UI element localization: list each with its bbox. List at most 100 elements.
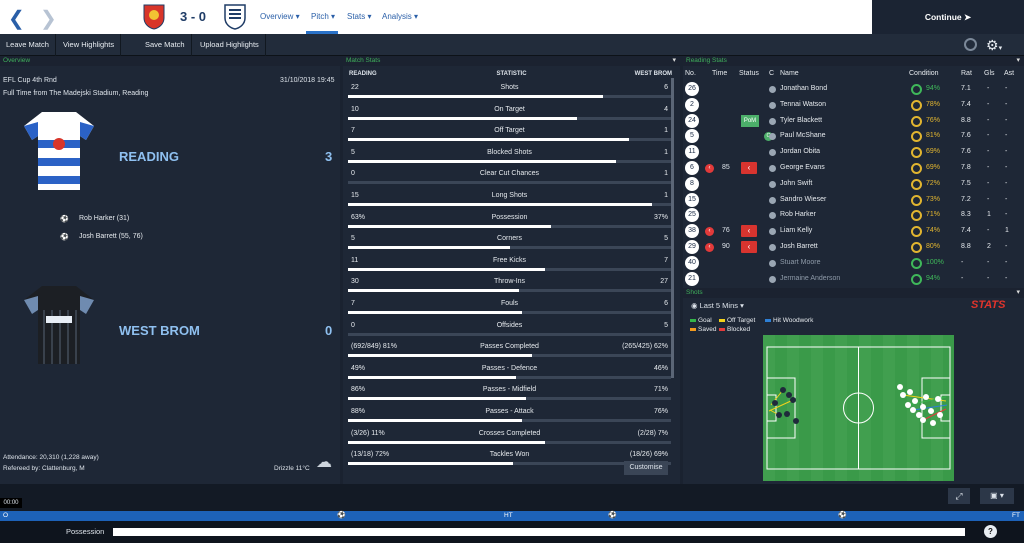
help-icon[interactable]: ? [984,525,997,538]
player-row[interactable]: 38 ‹ 76 ‹ Liam Kelly 74% 7.4 - 1 [683,224,1024,240]
player-row[interactable]: 21 Jermaine Anderson 94% - - - [683,271,1024,288]
player-row[interactable]: 2 Tennai Watson 78% 7.4 - - [683,97,1024,114]
away-crest-icon[interactable] [224,4,246,30]
upload-highlights-button[interactable]: Upload Highlights [194,34,266,56]
legend-blocked: Blocked [719,326,750,333]
player-name[interactable]: Jermaine Anderson [780,274,841,282]
away-kit-icon [24,286,94,364]
player-info-icon[interactable] [769,133,776,141]
fulltime-text: Full Time from The Madejski Stadium, Rea… [3,90,149,97]
match-timeline[interactable]: O ⚽ HT ⚽ ⚽ FT [0,511,1024,521]
tab-stats[interactable]: Stats ▾ [347,12,372,21]
condition-icon [911,226,922,238]
player-goals: - [987,227,990,235]
player-row[interactable]: 40 Stuart Moore 100% - - - [683,255,1024,272]
substitution-icon: ‹ [705,243,714,252]
view-highlights-button[interactable]: View Highlights [57,34,122,56]
player-info-icon[interactable] [769,165,776,172]
player-info-icon[interactable] [769,86,776,93]
stat-label: Possession [491,213,528,221]
player-goals: - [987,85,990,92]
player-row[interactable]: 25 Rob Harker 71% 8.3 1 - [683,208,1024,224]
sub-off-icon: ‹ [741,162,757,174]
legend-off-target-label: Off Target [727,317,756,324]
record-icon[interactable] [964,38,977,51]
player-row[interactable]: 8 John Swift 72% 7.5 - - [683,176,1024,193]
player-row[interactable]: 24 PoM Tyler Blackett 76% 8.8 - - [683,113,1024,130]
player-info-icon[interactable] [769,196,776,204]
stat-row: 5 Blocked Shots 1 [348,147,671,169]
player-row[interactable]: 29 ‹ 90 ‹ Josh Barrett 80% 8.8 2 - [683,240,1024,256]
stat-home-value: 22 [351,84,359,91]
continue-button[interactable]: Continue ➤ [872,0,1024,34]
expand-icon[interactable]: ⤢ [948,488,970,504]
player-info-icon[interactable] [769,149,776,157]
player-name[interactable]: Rob Harker [780,211,816,219]
chevron-down-icon[interactable]: ▾ [1016,289,1020,296]
player-name[interactable]: John Swift [780,179,813,187]
player-info-icon[interactable] [769,212,776,220]
customise-button[interactable]: Customise [624,461,668,475]
condition-icon [911,273,922,285]
away-team-score: 0 [325,323,333,338]
forward-arrow-icon[interactable]: ❯ [40,8,57,30]
player-name[interactable]: Josh Barrett [780,243,818,250]
player-info-icon[interactable] [769,275,776,283]
stat-home-value: 0 [351,321,355,329]
player-name[interactable]: Tyler Blackett [780,116,823,124]
stat-bar [348,332,671,336]
home-crest-icon[interactable] [143,4,165,30]
stat-bar-fill [348,224,552,228]
window-icon[interactable]: ▣ ▾ [980,488,1014,504]
chevron-down-icon[interactable]: ▾ [1016,57,1020,64]
player-name[interactable]: Jordan Obita [780,148,821,156]
condition-value: 78% [926,100,941,108]
player-assists: - [1005,211,1008,219]
player-goals: - [987,179,990,187]
player-info-icon[interactable] [769,180,776,188]
stat-bar-fill [348,95,604,98]
stat-row: 15 Long Shots 1 [348,190,671,212]
back-arrow-icon[interactable]: ❮ [8,8,25,30]
player-name[interactable]: Paul McShane [780,132,826,140]
save-match-button[interactable]: Save Match [139,34,192,56]
tab-analysis[interactable]: Analysis ▾ [382,12,419,21]
stat-bar [348,203,671,206]
goal-ball-icon[interactable]: ⚽ [337,512,346,519]
player-info-icon[interactable] [769,228,776,236]
player-row[interactable]: 26 Jonathan Bond 94% 7.1 - - [683,82,1024,98]
gear-icon[interactable]: ⚙▾ [986,37,1003,53]
player-name[interactable]: George Evans [780,164,825,171]
stat-label: Crosses Completed [478,429,541,437]
stat-away-value: 27 [660,278,668,286]
player-assists: - [1005,164,1008,171]
tab-overview[interactable]: Overview ▾ [260,12,300,21]
goal-ball-icon[interactable]: ⚽ [838,512,847,519]
player-info-icon[interactable] [769,101,776,109]
player-info-icon[interactable] [769,259,776,267]
player-info-icon[interactable] [769,117,776,125]
stat-label: Off Target [494,127,525,135]
player-row[interactable]: 6 ‹ 85 ‹ George Evans 69% 7.8 - - [683,161,1024,177]
player-row[interactable]: 5 C Paul McShane 81% 7.6 - - [683,129,1024,145]
condition-value: 76% [926,116,941,124]
player-name[interactable]: Tennai Watson [780,100,827,108]
player-info-icon[interactable] [769,244,776,251]
player-name[interactable]: Stuart Moore [780,258,821,266]
captain-badge: C [764,132,773,142]
shots-filter[interactable]: ◉ Last 5 Mins ▾ [691,301,744,310]
leave-match-button[interactable]: Leave Match [0,34,56,56]
player-name[interactable]: Liam Kelly [780,227,813,235]
player-name[interactable]: Jonathan Bond [780,85,828,92]
player-row[interactable]: 15 Sandro Wieser 73% 7.2 - - [683,192,1024,209]
tab-pitch[interactable]: Pitch ▾ [311,12,336,21]
stat-home-value: 10 [351,105,359,113]
player-row[interactable]: 11 Jordan Obita 69% 7.6 - - [683,145,1024,161]
stat-label: Corners [497,235,522,243]
col-away: WEST BROM [634,71,672,77]
shot-map-pitch[interactable] [763,335,954,481]
scrollbar[interactable] [671,78,674,378]
chevron-down-icon[interactable]: ▾ [672,57,676,64]
player-name[interactable]: Sandro Wieser [780,195,827,203]
goal-ball-icon[interactable]: ⚽ [608,512,617,519]
